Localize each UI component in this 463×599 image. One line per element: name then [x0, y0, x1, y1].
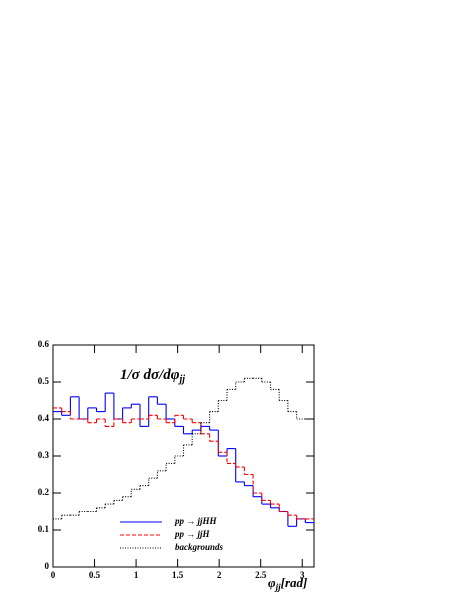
y-tick-label: 0.4: [38, 413, 50, 423]
x-tick-label: 2: [217, 570, 222, 580]
y-tick-label: 0.2: [38, 487, 50, 497]
y-tick-label: 0.6: [38, 339, 50, 349]
x-tick-label: 2.5: [255, 570, 267, 580]
y-tick-label: 0.1: [38, 524, 50, 534]
legend-label: pp → jjHH: [174, 516, 218, 526]
x-tick-label: 0: [51, 570, 56, 580]
y-tick-label: 0: [45, 561, 50, 571]
title-sub: jj: [178, 374, 186, 385]
title-main: 1/σ dσ/dφ: [120, 367, 180, 383]
legend-label: backgrounds: [175, 542, 224, 552]
x-tick-label: 3: [300, 570, 305, 580]
xlabel-unit: [rad]: [281, 575, 308, 590]
x-axis-label: φjj[rad]: [268, 575, 307, 592]
y-tick-label: 0.3: [38, 450, 50, 460]
y-tick-label: 0.5: [38, 376, 50, 386]
x-tick-label: 0.5: [89, 570, 101, 580]
x-tick-label: 1: [134, 570, 139, 580]
xlabel-main: φ: [268, 575, 276, 590]
legend-label: pp → jjH: [174, 529, 211, 539]
chart-title: 1/σ dσ/dφjj: [120, 367, 185, 385]
xlabel-sub: jj: [274, 582, 282, 592]
x-tick-label: 1.5: [172, 570, 184, 580]
